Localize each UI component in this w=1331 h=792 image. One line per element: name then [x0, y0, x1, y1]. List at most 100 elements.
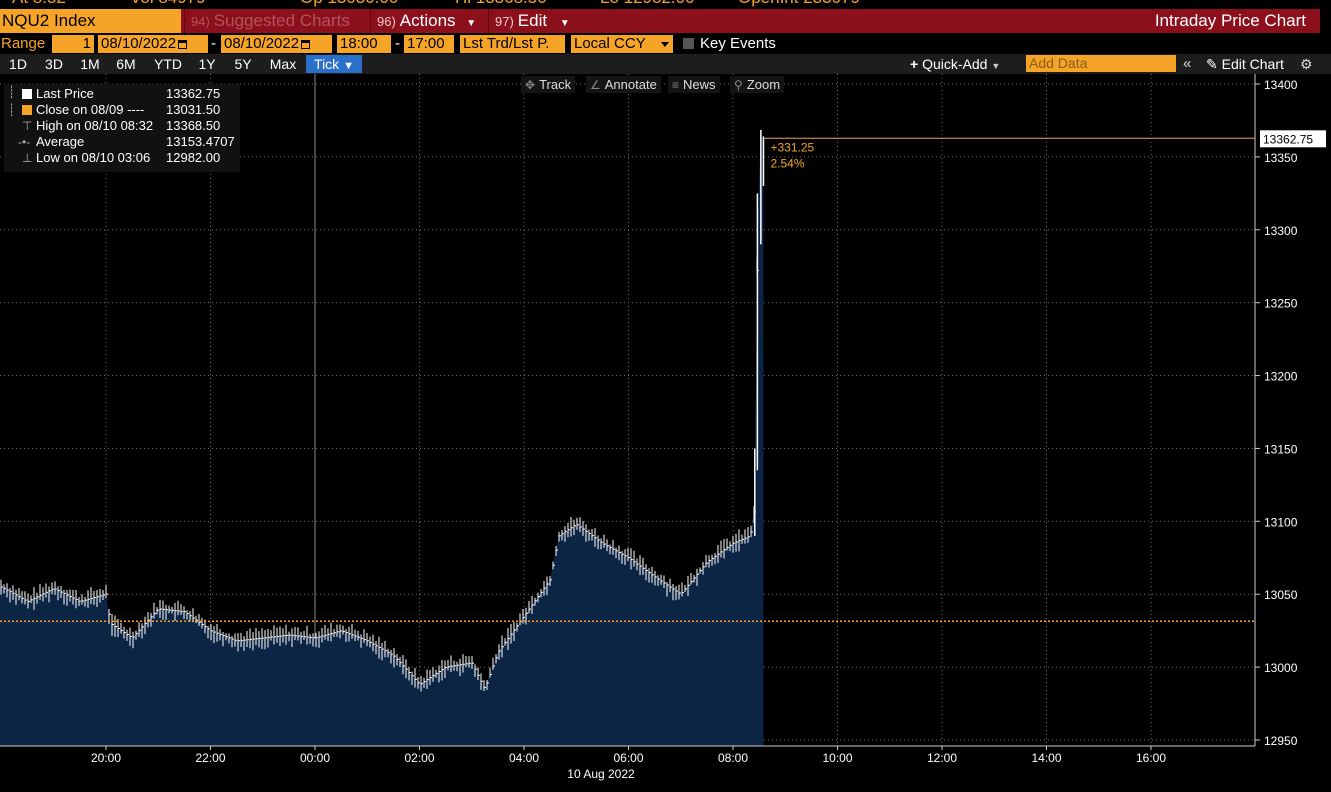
high-marker-icon: ⊤ [22, 119, 33, 133]
range-bars-input[interactable]: 1 [52, 35, 94, 53]
add-data-input[interactable]: Add Data [1026, 55, 1176, 72]
chevron-down-icon: ▼ [466, 18, 477, 29]
zoom-tool[interactable]: ⚲ Zoom [730, 76, 785, 93]
legend-close[interactable]: ┊ Close on 08/09 ---- 13031.50 [4, 102, 240, 118]
end-date-input[interactable]: 08/10/2022 [221, 35, 332, 53]
collapse-icon[interactable]: « [1183, 55, 1192, 72]
chart-legend: ┊ Last Price 13362.75 ┊ Close on 08/09 -… [4, 84, 240, 172]
track-tool[interactable]: ✥ Track [521, 76, 576, 93]
tab-max[interactable]: Max [269, 56, 297, 72]
chevron-down-icon [661, 42, 669, 47]
zoom-label: Zoom [746, 77, 781, 92]
calendar-icon[interactable] [178, 39, 188, 49]
page-title: Intraday Price Chart [1154, 11, 1306, 30]
key-events-toggle[interactable]: Key Events [683, 35, 776, 53]
legend-value: 13031.50 [166, 102, 221, 117]
quote-open: Op 13030.00 [300, 0, 398, 8]
y-tick-label: 13000 [1264, 661, 1298, 675]
currency-value: Local CCY [574, 35, 646, 52]
legend-low[interactable]: ⊥ Low on 08/10 03:06 12982.00 [4, 150, 240, 166]
legend-swatch-orange [22, 105, 32, 115]
y-tick-label: 13050 [1264, 588, 1298, 602]
legend-name: Last Price [36, 86, 94, 101]
edit-label: Edit [517, 11, 548, 30]
news-label: News [683, 77, 716, 92]
suggested-charts-button[interactable]: 94) Suggested Charts [184, 9, 368, 33]
tab-tick[interactable]: Tick ▼ [306, 55, 362, 73]
x-tick-label: 00:00 [300, 751, 330, 765]
x-tick-label: 22:00 [195, 751, 225, 765]
suggested-charts-label: Suggested Charts [213, 11, 350, 30]
legend-high[interactable]: ⊤ High on 08/10 08:32 13368.50 [4, 118, 240, 134]
start-time-input[interactable]: 18:00 [337, 35, 391, 53]
y-tick-label: 13150 [1264, 442, 1298, 456]
calendar-icon[interactable] [301, 39, 311, 49]
gear-icon[interactable]: ⚙ [1300, 56, 1313, 72]
range-dash: - [211, 35, 216, 52]
tab-5y[interactable]: 5Y [234, 56, 252, 72]
plus-icon: + [910, 56, 919, 72]
last-price-tag [1260, 130, 1326, 148]
quote-open-interest: OpenInt 233079 [738, 0, 860, 8]
magnifier-icon: ⚲ [734, 78, 743, 92]
tab-3d[interactable]: 3D [45, 56, 63, 72]
key-events-label: Key Events [700, 35, 776, 52]
y-tick-label: 13100 [1264, 515, 1298, 529]
quote-low: Lo 12982.00 [600, 0, 695, 8]
tab-6m[interactable]: 6M [116, 56, 136, 72]
track-label: Track [539, 77, 572, 92]
legend-last-price[interactable]: ┊ Last Price 13362.75 [4, 85, 240, 102]
tab-1y[interactable]: 1Y [198, 56, 216, 72]
quick-add-label: Quick-Add [922, 56, 988, 72]
time-dash: - [395, 35, 400, 52]
annotate-tool[interactable]: ∠ Annotate [586, 76, 661, 93]
x-tick-label: 06:00 [613, 751, 643, 765]
chart-axes: 12950 13000 13050 13100 13150 13200 13250 13300… [0, 74, 1298, 781]
annotate-label: Annotate [604, 77, 657, 92]
quote-last: At 8.52 [12, 0, 66, 8]
x-tick-label: 10:00 [822, 751, 852, 765]
edit-button[interactable]: 97) Edit ▼ [488, 9, 574, 33]
average-marker-icon: -•- [18, 135, 31, 149]
range-bar: Range 1 08/10/2022 - 08/10/2022 18:00 - … [0, 34, 1331, 54]
x-tick-label: 16:00 [1136, 751, 1166, 765]
chart-bars [0, 129, 765, 692]
legend-average[interactable]: -•- Average 13153.4707 [4, 134, 240, 150]
y-tick-label: 12950 [1264, 734, 1298, 748]
price-type-select[interactable]: Lst Trd/Lst P. [460, 35, 565, 53]
actions-label: Actions [399, 11, 456, 30]
ticker-input[interactable]: NQU2 Index [0, 9, 181, 33]
quote-high: Hi 13368.50 [455, 0, 547, 8]
low-marker-icon: ⊥ [22, 151, 33, 165]
y-tick-label: 13200 [1264, 370, 1298, 384]
edit-number: 97) [495, 14, 514, 29]
x-tick-label: 02:00 [404, 751, 434, 765]
tab-ytd[interactable]: YTD [154, 56, 182, 72]
drag-handle-icon: ┊ [8, 85, 16, 99]
end-time-input[interactable]: 17:00 [404, 35, 454, 53]
y-tick-label: 13400 [1264, 78, 1298, 92]
price-area [0, 133, 764, 747]
actions-number: 96) [377, 14, 396, 29]
tab-1m[interactable]: 1M [80, 56, 100, 72]
legend-name: High on 08/10 08:32 [36, 118, 154, 133]
actions-button[interactable]: 96) Actions ▼ [370, 9, 486, 33]
currency-select[interactable]: Local CCY [571, 35, 673, 53]
tab-tick-label: Tick [314, 56, 340, 72]
edit-chart-button[interactable]: ✎ Edit Chart [1206, 55, 1284, 73]
quick-add-button[interactable]: + Quick-Add ▼ [910, 55, 1000, 75]
start-date-input[interactable]: 08/10/2022 [98, 35, 208, 53]
pencil-icon: ✎ [1206, 56, 1218, 72]
change-annotation: +331.25 [770, 140, 814, 154]
chart-overlays: 13362.75 +331.25 2.54% [0, 130, 1326, 622]
edit-chart-label: Edit Chart [1221, 56, 1284, 72]
quote-strip: At 8.52 Vol 84979 Op 13030.00 Hi 13368.5… [0, 0, 1331, 8]
checkbox-icon[interactable] [683, 38, 694, 49]
start-time-value: 18:00 [340, 35, 378, 52]
drag-handle-icon: ┊ [8, 103, 16, 117]
title-bar: NQU2 Index 94) Suggested Charts 96) Action… [0, 9, 1320, 33]
tab-1d[interactable]: 1D [9, 56, 27, 72]
x-tick-label: 20:00 [91, 751, 121, 765]
news-tool[interactable]: ≡ News [668, 76, 720, 93]
